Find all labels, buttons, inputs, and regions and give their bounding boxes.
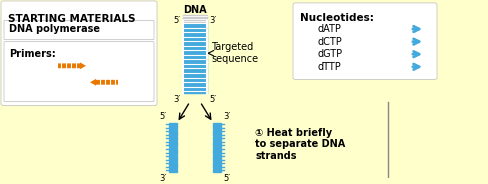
Bar bbox=[183, 76, 206, 80]
Bar bbox=[213, 126, 221, 129]
Text: 5′: 5′ bbox=[174, 16, 181, 25]
Text: 3′: 3′ bbox=[160, 174, 167, 183]
Bar bbox=[183, 62, 206, 66]
Bar bbox=[183, 26, 206, 30]
FancyBboxPatch shape bbox=[1, 1, 157, 105]
Bar bbox=[213, 155, 221, 158]
Text: 5′: 5′ bbox=[223, 174, 230, 183]
Bar bbox=[213, 123, 221, 126]
Bar bbox=[183, 35, 206, 39]
Bar bbox=[183, 71, 206, 75]
Bar bbox=[183, 89, 206, 93]
Text: Primers:: Primers: bbox=[9, 49, 56, 59]
Bar bbox=[169, 126, 177, 129]
Bar bbox=[183, 30, 206, 34]
FancyArrow shape bbox=[58, 62, 86, 69]
Bar bbox=[183, 67, 206, 70]
Bar bbox=[169, 144, 177, 147]
Text: DNA polymerase: DNA polymerase bbox=[9, 24, 100, 34]
Bar bbox=[213, 148, 221, 151]
Bar bbox=[213, 137, 221, 140]
FancyBboxPatch shape bbox=[4, 20, 154, 40]
Text: 5′: 5′ bbox=[160, 112, 167, 121]
Bar bbox=[169, 137, 177, 140]
Bar bbox=[169, 155, 177, 158]
Text: dGTP: dGTP bbox=[317, 49, 343, 59]
Text: DNA: DNA bbox=[183, 5, 206, 15]
Bar bbox=[169, 133, 177, 137]
FancyArrow shape bbox=[90, 79, 118, 86]
Bar bbox=[183, 44, 206, 48]
Text: dTTP: dTTP bbox=[317, 62, 341, 72]
Bar bbox=[213, 144, 221, 147]
Text: 3′: 3′ bbox=[223, 112, 230, 121]
Bar bbox=[169, 162, 177, 165]
Bar bbox=[183, 49, 206, 52]
Bar bbox=[183, 80, 206, 84]
Bar bbox=[213, 169, 221, 172]
Text: Nucleotides:: Nucleotides: bbox=[299, 13, 373, 23]
Bar bbox=[183, 85, 206, 89]
Bar bbox=[183, 21, 206, 25]
Text: 5′: 5′ bbox=[208, 95, 216, 104]
Text: ① Heat briefly
to separate DNA
strands: ① Heat briefly to separate DNA strands bbox=[254, 128, 345, 161]
Text: Targeted
sequence: Targeted sequence bbox=[210, 43, 258, 64]
Bar bbox=[169, 169, 177, 172]
Bar bbox=[169, 123, 177, 126]
Text: dCTP: dCTP bbox=[317, 37, 342, 47]
Bar bbox=[169, 130, 177, 133]
Bar bbox=[169, 165, 177, 168]
Bar bbox=[213, 141, 221, 144]
Bar bbox=[169, 158, 177, 161]
Bar bbox=[169, 148, 177, 151]
Bar bbox=[213, 165, 221, 168]
Bar bbox=[183, 15, 206, 22]
Bar bbox=[213, 133, 221, 137]
Bar bbox=[213, 162, 221, 165]
Text: dATP: dATP bbox=[317, 24, 341, 34]
Bar bbox=[169, 151, 177, 154]
Bar bbox=[183, 58, 206, 61]
Bar bbox=[183, 39, 206, 43]
Bar bbox=[213, 158, 221, 161]
FancyBboxPatch shape bbox=[292, 3, 436, 79]
FancyBboxPatch shape bbox=[4, 42, 154, 102]
Bar bbox=[169, 141, 177, 144]
Text: STARTING MATERIALS: STARTING MATERIALS bbox=[8, 14, 135, 24]
Text: 3′: 3′ bbox=[173, 95, 181, 104]
Bar bbox=[213, 130, 221, 133]
Bar bbox=[213, 151, 221, 154]
Bar bbox=[183, 53, 206, 57]
Text: 3′: 3′ bbox=[208, 16, 216, 25]
